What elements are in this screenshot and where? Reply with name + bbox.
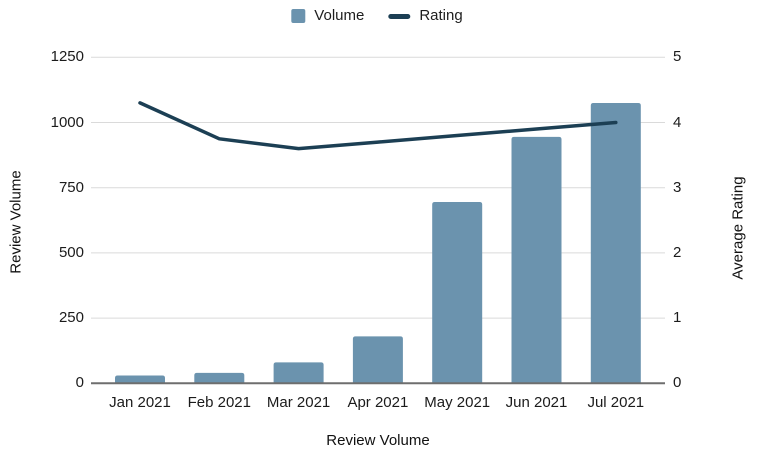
- x-axis-category-label: Mar 2021: [266, 394, 331, 411]
- x-axis-category-label: Jan 2021: [109, 394, 171, 411]
- legend-item-volume: Volume: [291, 8, 364, 24]
- volume-bar-jul-2021[interactable]: [590, 102, 641, 384]
- rating-line[interactable]: [138, 101, 618, 151]
- volume-bar-mar-2021[interactable]: [273, 362, 324, 384]
- left-axis-tick-label: 1000: [50, 113, 84, 131]
- left-axis-tick-label: 1250: [50, 48, 84, 66]
- volume-bar-may-2021[interactable]: [432, 202, 483, 384]
- right-axis-tick-label: 2: [673, 243, 682, 261]
- rating-series-swatch-icon: [388, 13, 411, 19]
- volume-bar-feb-2021[interactable]: [194, 372, 245, 384]
- x-axis-title: Review Volume: [326, 432, 430, 449]
- legend-label-volume: Volume: [314, 7, 365, 24]
- left-axis-tick-label: 0: [75, 374, 84, 392]
- right-axis-tick-label: 4: [673, 113, 682, 131]
- x-axis-category-label: Apr 2021: [347, 394, 409, 411]
- volume-series-swatch-icon: [291, 9, 306, 23]
- right-axis-tick-label: 3: [673, 178, 682, 196]
- volume-bar-apr-2021[interactable]: [352, 336, 403, 384]
- volume-bar-jun-2021[interactable]: [511, 136, 562, 384]
- legend-label-rating: Rating: [419, 7, 463, 24]
- x-axis-category-label: Jun 2021: [505, 394, 568, 411]
- x-axis-category-label: Jul 2021: [587, 394, 645, 411]
- right-axis-tick-label: 1: [673, 309, 682, 327]
- x-axis-category-label: Feb 2021: [187, 394, 251, 411]
- left-axis-tick-label: 250: [58, 309, 84, 327]
- x-axis-category-label: May 2021: [424, 394, 491, 411]
- left-axis-tick-label: 750: [58, 178, 84, 196]
- left-axis-tick-label: 500: [58, 243, 84, 261]
- right-axis-tick-label: 5: [673, 48, 682, 66]
- legend-item-rating: Rating: [388, 7, 463, 24]
- right-axis-tick-label: 0: [673, 374, 682, 392]
- chart-legend: Volume Rating: [291, 7, 463, 24]
- right-axis-title: Average Rating: [729, 176, 747, 280]
- volume-bar-jan-2021[interactable]: [115, 375, 165, 384]
- left-axis-title: Review Volume: [7, 170, 25, 274]
